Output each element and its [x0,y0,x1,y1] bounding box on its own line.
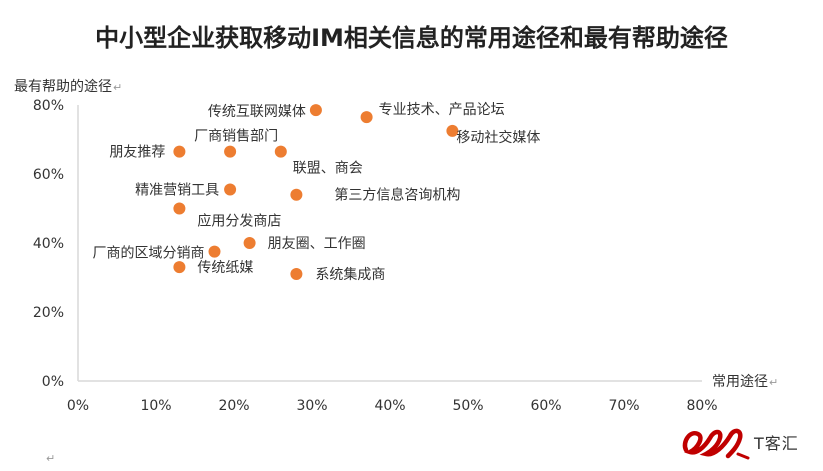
chart-axes [77,105,702,382]
chart-title: 中小型企业获取移动IM相关信息的常用途径和最有帮助途径 [95,24,728,52]
data-label: 精准营销工具 [135,183,219,199]
x-tick-label: 0% [67,398,89,414]
x-tick-label: 70% [608,398,639,414]
y-tick-label: 40% [33,236,64,252]
data-point [173,145,186,158]
data-label: 第三方信息咨询机构 [334,187,460,204]
data-point [309,104,322,117]
y-tick-label: 20% [33,305,64,321]
data-label: 移动社交媒体 [456,129,540,146]
data-label: 应用分发商店 [197,213,281,230]
data-point [224,145,237,158]
data-point [360,111,373,124]
data-point [224,183,237,196]
data-label: 系统集成商 [315,266,385,283]
data-label: 厂商的区域分销商 [93,246,205,262]
logo-text: T客汇 [754,434,799,453]
x-tick-label: 10% [140,398,171,414]
data-point [274,145,287,158]
logo: T客汇 [680,420,799,464]
data-label: 联盟、商会 [293,161,363,177]
paragraph-mark: ↵ [769,376,779,389]
x-tick-label: 40% [374,398,405,414]
data-point [243,237,256,249]
x-tick-label: 50% [452,398,483,414]
data-label: 朋友圈、工作圈 [268,236,366,252]
data-point [290,268,303,281]
data-point [208,245,221,258]
x-axis-label-text: 常用途径 [712,374,768,390]
y-axis-label-text: 最有帮助的途径 [14,79,112,95]
data-label: 传统纸媒 [197,260,253,276]
y-axis-label: 最有帮助的途径↵ [14,76,122,96]
data-point [173,261,186,274]
x-axis-label: 常用途径↵ [712,371,778,391]
data-label: 传统互联网媒体 [208,104,306,120]
x-tick-label: 80% [686,398,717,414]
data-point [290,188,303,201]
x-tick-label: 30% [296,398,327,414]
y-tick-label: 0% [42,374,64,390]
logo-mark-icon [682,428,750,460]
data-points [173,104,459,281]
data-label: 朋友推荐 [109,145,165,161]
tick-labels: 0% 10% 20% 30% 40% 50% 60% 70% 80% 0% 20% 40% 60% 80% [33,98,718,414]
data-label: 厂商销售部门 [194,129,278,145]
y-tick-label: 80% [33,98,64,114]
paragraph-mark: ↵ [46,452,56,465]
data-point [446,124,459,137]
x-tick-label: 20% [218,398,249,414]
data-label: 专业技术、产品论坛 [379,102,505,118]
y-tick-label: 60% [33,167,64,183]
paragraph-mark: ↵ [113,81,123,94]
x-tick-label: 60% [530,398,561,414]
data-point [173,202,186,215]
